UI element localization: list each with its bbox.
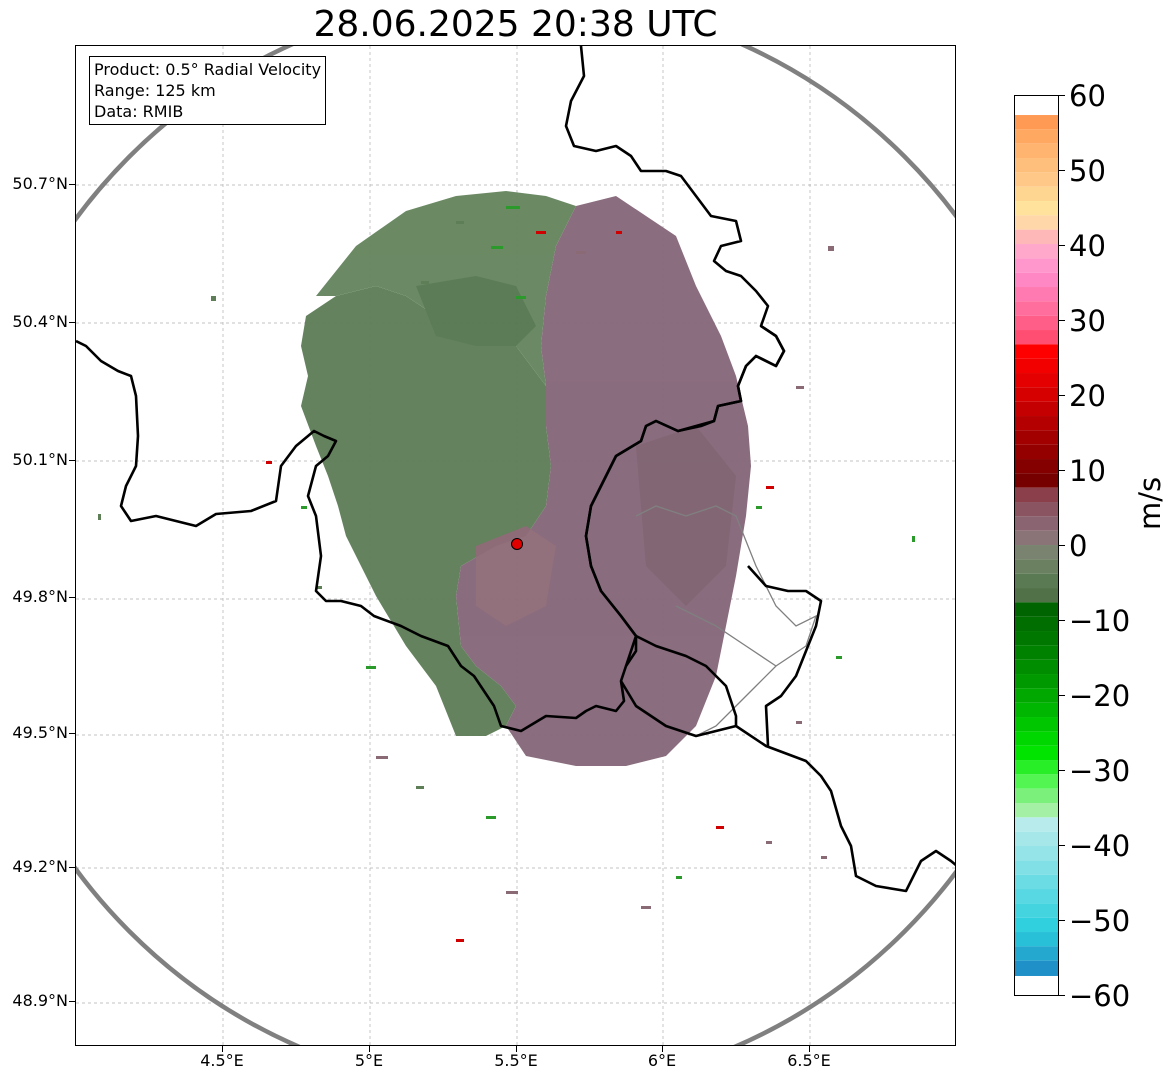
lat-label: 48.9°N [12,991,68,1010]
lat-label: 49.5°N [12,723,68,742]
colorbar-label: 20 [1069,379,1106,413]
lat-tick [69,597,75,598]
colorbar-tick [1059,395,1065,396]
colorbar-tick [1059,620,1065,621]
colorbar-label: −50 [1069,904,1131,938]
colorbar-label: −30 [1069,754,1131,788]
lon-tick [516,1046,517,1052]
radar-map[interactable] [75,45,956,1046]
colorbar-tick [1059,995,1065,996]
colorbar-tick [1059,920,1065,921]
colorbar-label: −10 [1069,604,1131,638]
lon-label: 6°E [647,1051,677,1070]
colorbar-label: 60 [1069,79,1106,113]
colorbar-label: −20 [1069,679,1131,713]
colorbar-tick [1059,320,1065,321]
country-borders [76,46,955,893]
lon-tick [369,1046,370,1052]
colorbar-tick [1059,245,1065,246]
colorbar-label: 10 [1069,454,1106,488]
colorbar-label: 50 [1069,154,1106,188]
lat-label: 49.2°N [12,857,68,876]
lat-tick [69,867,75,868]
lat-tick [69,733,75,734]
velocity-colorbar [1014,95,1059,996]
lon-tick [222,1046,223,1052]
colorbar-segments [1015,115,1058,976]
colorbar-label: 40 [1069,229,1106,263]
colorbar-tick [1059,845,1065,846]
colorbar-label: −40 [1069,829,1131,863]
colorbar-label: 0 [1069,529,1088,563]
lon-tick [662,1046,663,1052]
info-range: Range: 125 km [94,81,216,100]
info-product: Product: 0.5° Radial Velocity [94,60,322,79]
echo-speckles [98,206,915,942]
colorbar-tick [1059,95,1065,96]
colorbar-tick [1059,770,1065,771]
lon-label: 5.5°E [494,1051,538,1070]
lon-label: 6.5°E [787,1051,831,1070]
lon-label: 4.5°E [200,1051,244,1070]
colorbar-tick [1059,470,1065,471]
colorbar-tick [1059,695,1065,696]
lat-label: 49.8°N [12,587,68,606]
inner-border [635,505,818,737]
radar-site-marker [511,538,523,550]
lat-tick [69,460,75,461]
colorbar-label: −60 [1069,979,1131,1013]
velocity-approaching-area [301,191,576,736]
lat-tick [69,322,75,323]
map-title: 28.06.2025 20:38 UTC [313,4,718,45]
info-box: Product: 0.5° Radial Velocity Range: 125… [89,56,327,125]
lat-label: 50.4°N [12,312,68,331]
colorbar-unit-label: m/s [1133,476,1167,530]
lat-tick [69,1001,75,1002]
colorbar-tick [1059,545,1065,546]
lat-tick [69,184,75,185]
info-data-source: Data: RMIB [94,102,184,121]
lat-label: 50.7°N [12,174,68,193]
lon-tick [809,1046,810,1052]
colorbar-label: 30 [1069,304,1106,338]
radar-map-canvas [76,46,955,1045]
lat-label: 50.1°N [12,450,68,469]
lon-label: 5°E [354,1051,384,1070]
colorbar-tick [1059,170,1065,171]
